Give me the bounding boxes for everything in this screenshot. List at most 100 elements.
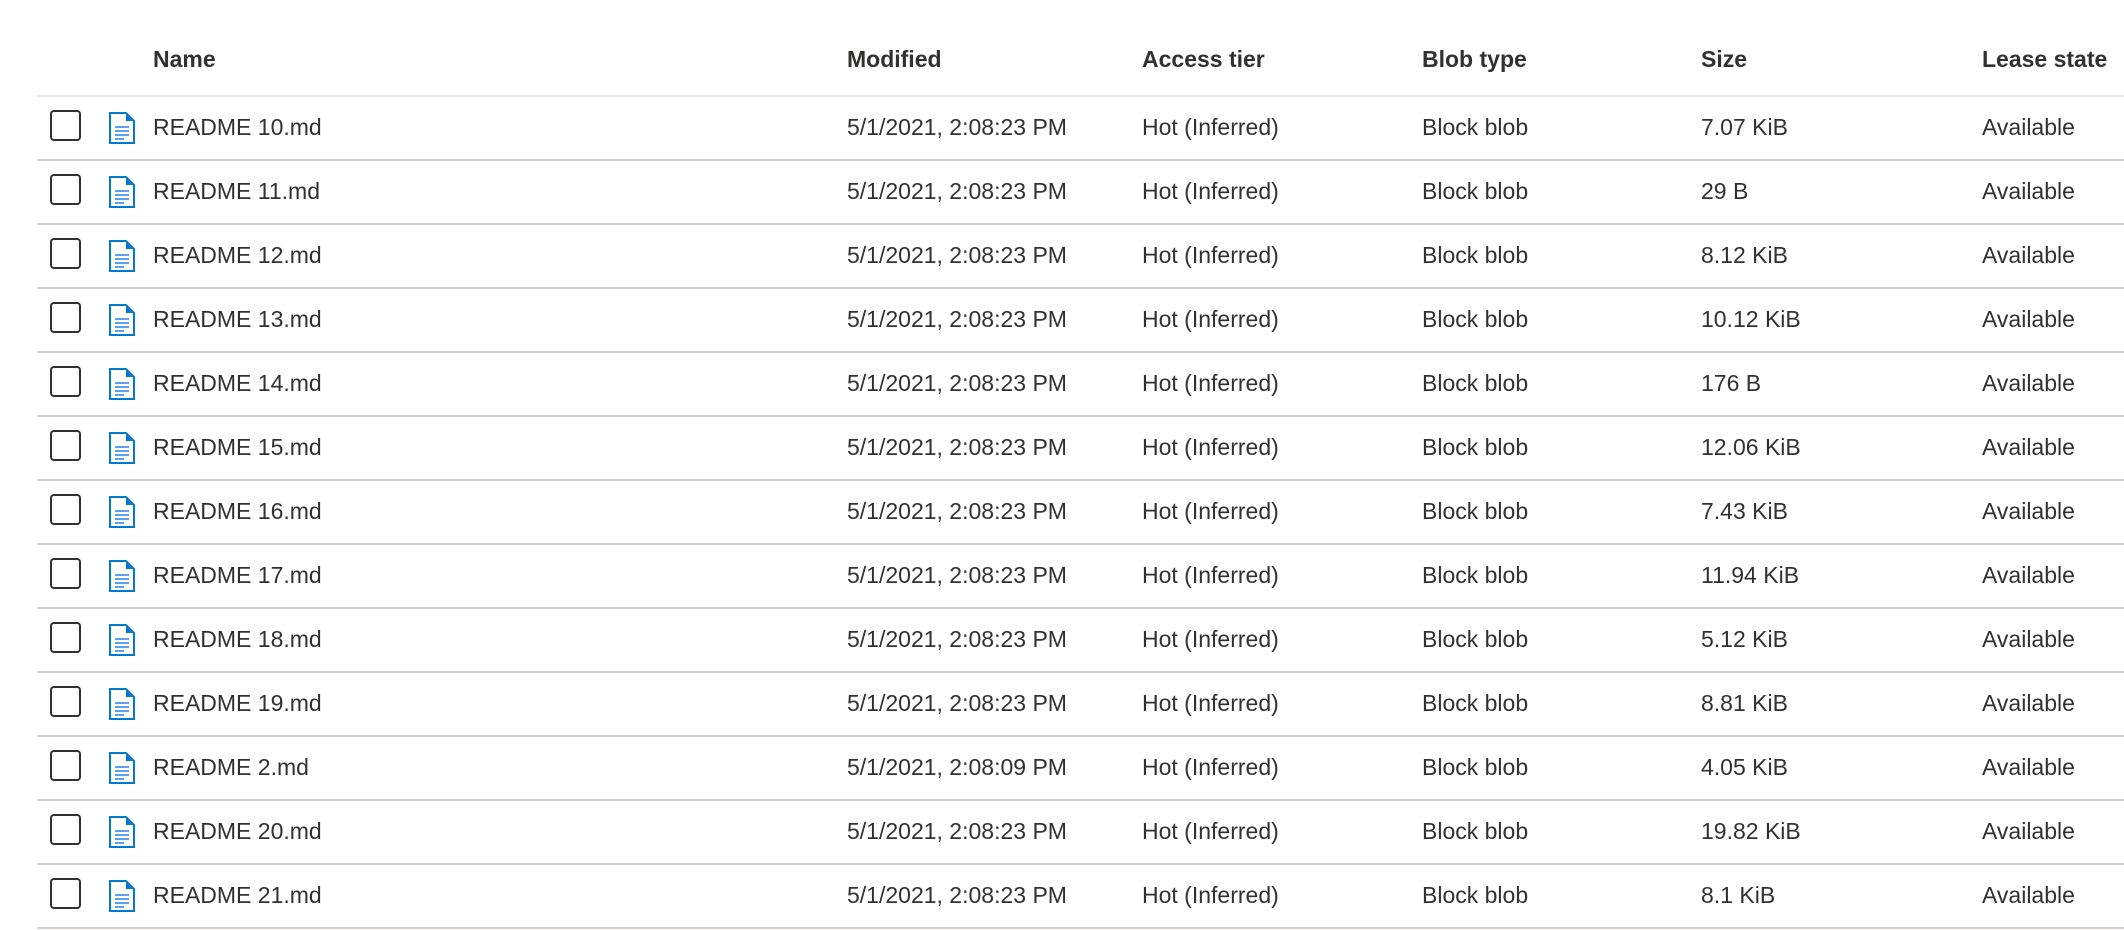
blob-name[interactable]: README 16.md [153,498,322,524]
blob-type: Block blob [1422,754,1529,780]
column-header-lease-state[interactable]: Lease state [1982,46,2108,72]
blob-type: Block blob [1422,114,1529,140]
row-checkbox[interactable] [50,558,81,589]
modified-date: 5/1/2021, 2:08:23 PM [847,626,1067,652]
blob-type: Block blob [1422,626,1529,652]
blob-name[interactable]: README 14.md [153,370,322,396]
modified-date: 5/1/2021, 2:08:23 PM [847,498,1067,524]
file-document-icon [109,752,135,784]
access-tier: Hot (Inferred) [1142,754,1279,780]
row-checkbox[interactable] [50,430,81,461]
lease-state: Available [1982,178,2075,204]
blob-name[interactable]: README 21.md [153,882,322,908]
lease-state: Available [1982,690,2075,716]
blob-name[interactable]: README 20.md [153,818,322,844]
access-tier: Hot (Inferred) [1142,370,1279,396]
modified-date: 5/1/2021, 2:08:23 PM [847,370,1067,396]
blob-size: 7.07 KiB [1701,114,1788,140]
file-document-icon [109,112,135,144]
blob-name[interactable]: README 10.md [153,114,322,140]
blob-name[interactable]: README 12.md [153,242,322,268]
file-document-icon [109,624,135,656]
row-checkbox[interactable] [50,814,81,845]
table-row[interactable]: README 17.md 5/1/2021, 2:08:23 PM Hot (I… [37,545,2124,609]
file-document-icon [109,496,135,528]
blob-name[interactable]: README 2.md [153,754,309,780]
table-row[interactable]: README 2.md 5/1/2021, 2:08:09 PM Hot (In… [37,737,2124,801]
blob-type: Block blob [1422,690,1529,716]
row-checkbox[interactable] [50,302,81,333]
file-document-icon [109,176,135,208]
lease-state: Available [1982,754,2075,780]
modified-date: 5/1/2021, 2:08:23 PM [847,882,1067,908]
row-checkbox[interactable] [50,366,81,397]
row-checkbox[interactable] [50,686,81,717]
blob-list: README 10.md 5/1/2021, 2:08:23 PM Hot (I… [37,97,2124,929]
lease-state: Available [1982,242,2075,268]
blob-name[interactable]: README 17.md [153,562,322,588]
column-header-name[interactable]: Name [153,46,216,72]
lease-state: Available [1982,498,2075,524]
access-tier: Hot (Inferred) [1142,114,1279,140]
access-tier: Hot (Inferred) [1142,178,1279,204]
blob-size: 8.1 KiB [1701,882,1776,908]
blob-size: 176 B [1701,370,1762,396]
access-tier: Hot (Inferred) [1142,498,1279,524]
lease-state: Available [1982,306,2075,332]
blob-size: 8.12 KiB [1701,242,1788,268]
row-checkbox[interactable] [50,622,81,653]
file-document-icon [109,240,135,272]
row-checkbox[interactable] [50,878,81,909]
blob-type: Block blob [1422,178,1529,204]
table-row[interactable]: README 19.md 5/1/2021, 2:08:23 PM Hot (I… [37,673,2124,737]
access-tier: Hot (Inferred) [1142,818,1279,844]
table-row[interactable]: README 10.md 5/1/2021, 2:08:23 PM Hot (I… [37,97,2124,161]
modified-date: 5/1/2021, 2:08:23 PM [847,306,1067,332]
blob-name[interactable]: README 13.md [153,306,322,332]
column-header-size[interactable]: Size [1701,46,1748,72]
blob-name[interactable]: README 18.md [153,626,322,652]
blob-type: Block blob [1422,882,1529,908]
access-tier: Hot (Inferred) [1142,626,1279,652]
column-header-blob-type[interactable]: Blob type [1422,46,1527,72]
row-checkbox[interactable] [50,494,81,525]
row-checkbox[interactable] [50,174,81,205]
blob-name[interactable]: README 15.md [153,434,322,460]
file-document-icon [109,688,135,720]
file-document-icon [109,560,135,592]
column-header-modified[interactable]: Modified [847,46,942,72]
file-document-icon [109,816,135,848]
blob-type: Block blob [1422,498,1529,524]
table-row[interactable]: README 20.md 5/1/2021, 2:08:23 PM Hot (I… [37,801,2124,865]
table-row[interactable]: README 15.md 5/1/2021, 2:08:23 PM Hot (I… [37,417,2124,481]
modified-date: 5/1/2021, 2:08:23 PM [847,114,1067,140]
row-checkbox[interactable] [50,110,81,141]
blob-size: 5.12 KiB [1701,626,1788,652]
blob-size: 4.05 KiB [1701,754,1788,780]
lease-state: Available [1982,114,2075,140]
blob-size: 10.12 KiB [1701,306,1801,332]
access-tier: Hot (Inferred) [1142,306,1279,332]
table-row[interactable]: README 21.md 5/1/2021, 2:08:23 PM Hot (I… [37,865,2124,929]
table-row[interactable]: README 13.md 5/1/2021, 2:08:23 PM Hot (I… [37,289,2124,353]
column-header-access-tier[interactable]: Access tier [1142,46,1265,72]
table-row[interactable]: README 11.md 5/1/2021, 2:08:23 PM Hot (I… [37,161,2124,225]
table-row[interactable]: README 18.md 5/1/2021, 2:08:23 PM Hot (I… [37,609,2124,673]
file-document-icon [109,304,135,336]
table-header: Name Modified Access tier Blob type Size… [37,0,2124,97]
blob-type: Block blob [1422,562,1529,588]
blob-type: Block blob [1422,370,1529,396]
access-tier: Hot (Inferred) [1142,690,1279,716]
modified-date: 5/1/2021, 2:08:23 PM [847,178,1067,204]
row-checkbox[interactable] [50,750,81,781]
blob-size: 8.81 KiB [1701,690,1788,716]
blob-size: 29 B [1701,178,1749,204]
table-row[interactable]: README 12.md 5/1/2021, 2:08:23 PM Hot (I… [37,225,2124,289]
table-row[interactable]: README 14.md 5/1/2021, 2:08:23 PM Hot (I… [37,353,2124,417]
blob-size: 19.82 KiB [1701,818,1801,844]
modified-date: 5/1/2021, 2:08:23 PM [847,690,1067,716]
table-row[interactable]: README 16.md 5/1/2021, 2:08:23 PM Hot (I… [37,481,2124,545]
blob-name[interactable]: README 11.md [153,178,321,204]
row-checkbox[interactable] [50,238,81,269]
blob-name[interactable]: README 19.md [153,690,322,716]
